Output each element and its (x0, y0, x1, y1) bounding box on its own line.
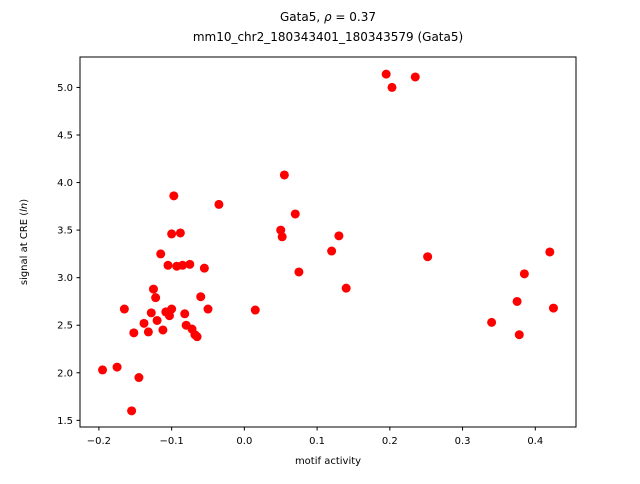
x-tick-label: 0.4 (527, 436, 543, 447)
plot-border (79, 56, 577, 428)
data-point (169, 191, 179, 201)
data-point (148, 284, 158, 294)
x-tick-label: −0.1 (159, 436, 183, 447)
data-point (514, 330, 524, 340)
data-point (112, 362, 122, 372)
x-tick-label: 0.3 (455, 436, 471, 447)
data-point (327, 246, 337, 256)
data-point (134, 373, 144, 383)
chart-title: Gata5, ρ = 0.37 (280, 10, 376, 24)
y-tick-label: 4.5 (57, 130, 73, 141)
y-tick-label: 3.5 (57, 226, 73, 237)
x-tick-label: −0.2 (87, 436, 111, 447)
y-tick-label: 2.5 (57, 321, 73, 332)
data-point (185, 259, 195, 269)
data-point (545, 247, 555, 257)
x-tick-label: 0.0 (236, 436, 252, 447)
x-tick-label: 0.1 (309, 436, 325, 447)
data-point (146, 308, 156, 318)
data-point (512, 296, 522, 306)
y-tick-label: 5.0 (57, 83, 73, 94)
data-point (143, 327, 153, 337)
data-point (548, 303, 558, 313)
data-point (167, 304, 177, 314)
data-point (203, 304, 213, 314)
data-point (487, 317, 497, 327)
data-point (334, 231, 344, 241)
chart-title-pre: Gata5, (280, 10, 324, 24)
x-tick-label: 0.2 (382, 436, 398, 447)
data-point (196, 292, 206, 302)
data-point (167, 229, 177, 239)
y-tick-label: 2.0 (57, 368, 73, 379)
data-point (98, 365, 108, 375)
data-points (98, 69, 558, 416)
y-tick-label: 3.0 (57, 273, 73, 284)
data-point (423, 252, 433, 262)
y-axis-label-pre: signal at CRE ( (19, 212, 30, 285)
data-point (152, 315, 162, 325)
data-point (277, 232, 287, 242)
data-point (290, 209, 300, 219)
chart-subtitle: mm10_chr2_180343401_180343579 (Gata5) (193, 30, 463, 44)
data-point (294, 267, 304, 277)
data-point (178, 260, 188, 270)
data-point (519, 269, 529, 279)
y-axis-label-italic: ln (19, 203, 30, 212)
data-point (341, 283, 351, 293)
data-point (214, 199, 224, 209)
data-point (129, 328, 139, 338)
data-point (199, 263, 209, 273)
x-axis-label: motif activity (295, 456, 361, 467)
data-point (151, 293, 161, 303)
data-point (119, 304, 129, 314)
y-tick-label: 1.5 (57, 416, 73, 427)
data-point (381, 69, 391, 79)
data-point (180, 309, 190, 319)
y-axis-label: signal at CRE (ln) (19, 199, 30, 285)
data-point (127, 406, 137, 416)
chart-title-post: = 0.37 (332, 10, 376, 24)
chart-title-rho: ρ (324, 10, 332, 24)
data-point (279, 170, 289, 180)
data-point (387, 82, 397, 92)
y-axis-label-post: ) (19, 199, 30, 203)
axis-ticks: −0.2 −0.1 0.0 0.1 0.2 0.3 0.4 1.5 2.0 2.5 3.0 3.5 4.… (57, 83, 543, 447)
y-tick-label: 4.0 (57, 178, 73, 189)
data-point (163, 260, 173, 270)
data-point (175, 228, 185, 238)
data-point (192, 332, 202, 342)
data-point (158, 325, 168, 335)
data-point (156, 249, 166, 259)
data-point (250, 305, 260, 315)
data-point (139, 318, 149, 328)
data-point (410, 72, 420, 82)
